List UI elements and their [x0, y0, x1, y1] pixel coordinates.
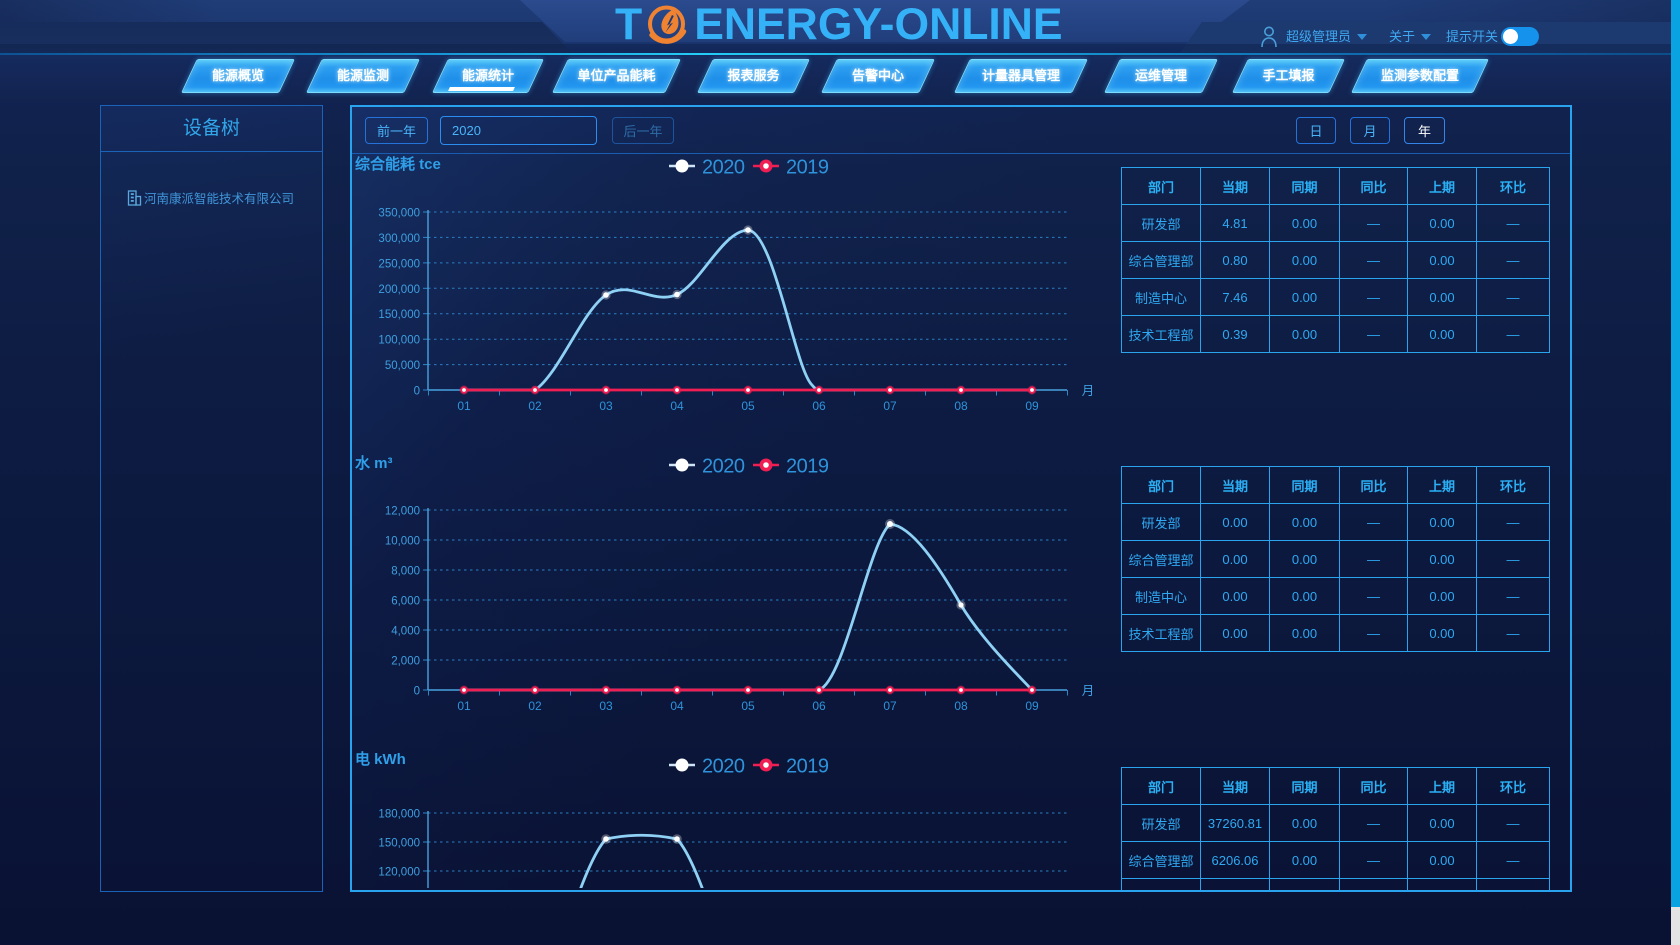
svg-text:350,000: 350,000	[378, 208, 420, 220]
svg-text:300,000: 300,000	[378, 233, 420, 245]
svg-text:100,000: 100,000	[378, 335, 420, 347]
svg-text:180,000: 180,000	[378, 809, 420, 821]
svg-text:8,000: 8,000	[391, 566, 420, 578]
svg-text:200,000: 200,000	[378, 284, 420, 296]
svg-text:07: 07	[883, 699, 897, 713]
svg-text:08: 08	[954, 699, 968, 713]
svg-text:150,000: 150,000	[378, 838, 420, 850]
svg-text:月: 月	[1082, 684, 1095, 698]
svg-text:2019: 2019	[786, 157, 829, 179]
svg-text:2,000: 2,000	[391, 656, 420, 668]
svg-text:2019: 2019	[786, 456, 829, 478]
svg-text:03: 03	[599, 699, 613, 713]
svg-text:2020: 2020	[702, 756, 745, 778]
svg-text:月: 月	[1082, 384, 1095, 398]
svg-text:250,000: 250,000	[378, 258, 420, 270]
svg-text:2019: 2019	[786, 756, 829, 778]
svg-text:07: 07	[883, 399, 897, 413]
svg-text:电 kWh: 电 kWh	[355, 750, 406, 768]
svg-text:09: 09	[1025, 399, 1039, 413]
svg-text:02: 02	[528, 699, 542, 713]
svg-text:综合能耗 tce: 综合能耗 tce	[355, 155, 441, 173]
svg-text:120,000: 120,000	[378, 867, 420, 879]
svg-text:150,000: 150,000	[378, 309, 420, 321]
svg-text:09: 09	[1025, 699, 1039, 713]
svg-text:01: 01	[457, 399, 471, 413]
svg-text:04: 04	[670, 399, 684, 413]
svg-text:6,000: 6,000	[391, 596, 420, 608]
svg-text:03: 03	[599, 399, 613, 413]
svg-text:2020: 2020	[702, 157, 745, 179]
svg-text:01: 01	[457, 699, 471, 713]
svg-text:05: 05	[741, 399, 755, 413]
svg-text:06: 06	[812, 399, 826, 413]
svg-text:0: 0	[414, 686, 420, 698]
svg-text:0: 0	[414, 386, 420, 398]
svg-text:12,000: 12,000	[385, 506, 420, 518]
svg-text:水 m³: 水 m³	[355, 454, 393, 472]
svg-text:2020: 2020	[702, 456, 745, 478]
svg-text:4,000: 4,000	[391, 626, 420, 638]
svg-text:05: 05	[741, 699, 755, 713]
svg-text:10,000: 10,000	[385, 536, 420, 548]
svg-text:50,000: 50,000	[385, 360, 420, 372]
svg-text:04: 04	[670, 699, 684, 713]
svg-text:08: 08	[954, 399, 968, 413]
svg-text:06: 06	[812, 699, 826, 713]
svg-text:02: 02	[528, 399, 542, 413]
